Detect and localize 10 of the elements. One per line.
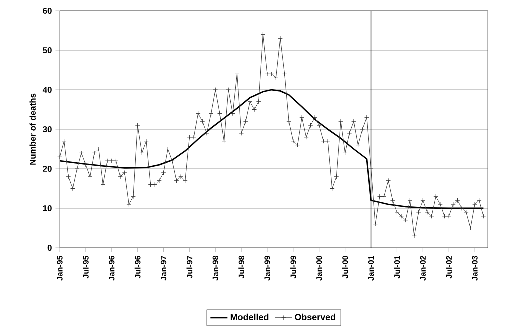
y-tick-label: 60 xyxy=(43,8,52,14)
y-tick-label: 10 xyxy=(43,206,52,212)
legend-label: Modelled xyxy=(230,314,269,321)
y-tick-label: 40 xyxy=(42,87,52,93)
y-axis-title: Number of deaths xyxy=(30,94,36,165)
y-tick-label: 50 xyxy=(43,48,52,54)
y-tick-label: 0 xyxy=(48,245,52,251)
y-tick-label: 30 xyxy=(43,126,52,133)
y-tick-label: 20 xyxy=(43,166,52,172)
legend-label: Observed xyxy=(295,314,336,321)
